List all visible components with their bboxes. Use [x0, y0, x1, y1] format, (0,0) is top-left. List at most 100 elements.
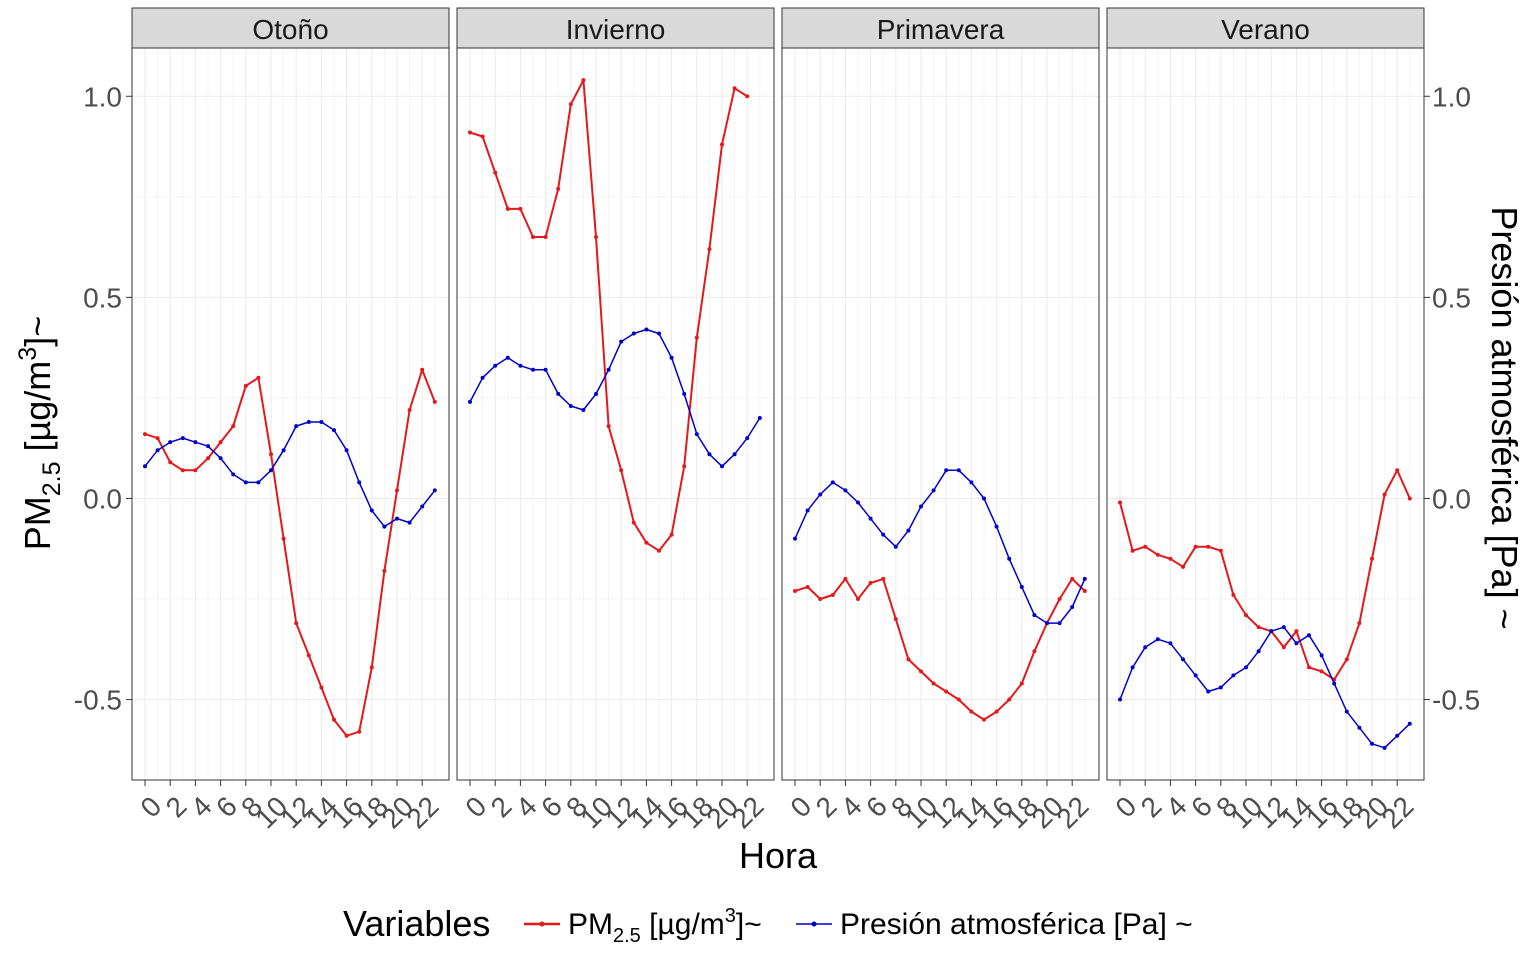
data-point-presion	[382, 524, 387, 529]
data-point-presion	[1231, 673, 1236, 678]
data-point-pm25	[606, 424, 611, 429]
series-presion	[143, 420, 437, 529]
data-point-presion	[193, 440, 198, 445]
series-pm25	[793, 576, 1087, 722]
data-point-presion	[1294, 641, 1299, 646]
legend: Variables PM2.5 [µg/m3]~ Presión atmosfé…	[343, 903, 1193, 947]
data-point-pm25	[531, 235, 535, 240]
data-point-presion	[306, 420, 311, 425]
data-point-pm25	[1181, 564, 1185, 569]
data-point-pm25	[1082, 588, 1087, 593]
data-point-pm25	[543, 235, 548, 240]
data-point-presion	[218, 456, 223, 461]
data-point-presion	[568, 403, 573, 408]
y-axis-title-left: PM2.5 [µg/m3]~	[14, 316, 66, 550]
series-line-presion	[144, 421, 436, 528]
data-point-presion	[505, 355, 510, 360]
facet-strip-label: Primavera	[877, 14, 1005, 45]
series-presion	[468, 327, 762, 469]
data-point-pm25	[1407, 496, 1412, 501]
data-point-pm25	[420, 367, 425, 372]
data-point-pm25	[493, 170, 498, 175]
data-point-presion	[1118, 697, 1122, 702]
x-tick-label: 2	[485, 790, 518, 823]
data-point-pm25	[1143, 544, 1148, 549]
data-point-presion	[281, 448, 286, 453]
data-point-pm25	[395, 488, 399, 493]
series-line-pm25	[1119, 469, 1411, 681]
data-point-pm25	[1256, 625, 1261, 630]
series-pm25	[143, 367, 437, 738]
data-point-presion	[745, 436, 750, 441]
data-point-presion	[982, 496, 986, 501]
data-point-presion	[1357, 725, 1362, 730]
legend-title: Variables	[343, 903, 490, 944]
y-tick-label-right: 0.5	[1432, 282, 1471, 313]
y-axis-right: -0.5 0.0 0.5 1.0	[1424, 81, 1480, 716]
data-point-presion	[757, 416, 762, 421]
data-point-pm25	[1357, 621, 1362, 626]
data-point-presion	[1045, 621, 1049, 626]
data-point-presion	[944, 468, 949, 473]
data-point-presion	[1344, 709, 1349, 714]
data-point-pm25	[919, 669, 923, 674]
x-tick-label: 0	[134, 790, 167, 823]
data-point-pm25	[168, 460, 173, 465]
facet-strip	[781, 7, 1100, 49]
x-tick-label: 6	[535, 790, 568, 823]
data-point-pm25	[594, 235, 598, 240]
data-point-pm25	[1019, 681, 1024, 686]
data-point-presion	[1019, 584, 1024, 589]
data-point-presion	[694, 432, 699, 437]
y-tick-label-left: 0.0	[83, 483, 122, 514]
data-point-pm25	[256, 375, 261, 380]
data-point-pm25	[619, 468, 624, 473]
data-point-presion	[1082, 576, 1087, 581]
data-point-presion	[168, 440, 173, 445]
data-point-presion	[420, 504, 425, 509]
legend-key-pm25-point	[539, 921, 545, 927]
data-point-pm25	[793, 588, 797, 593]
data-point-presion	[818, 492, 823, 497]
data-point-presion	[1370, 741, 1374, 746]
data-point-pm25	[868, 580, 873, 585]
data-point-presion	[732, 452, 737, 457]
legend-label-pm25: PM2.5 [µg/m3]~	[568, 905, 762, 947]
data-point-presion	[631, 331, 636, 336]
panel-background	[1107, 48, 1424, 780]
data-point-presion	[994, 524, 999, 529]
x-tick-label: 6	[210, 790, 243, 823]
data-point-pm25	[480, 134, 485, 139]
x-axis-title: Hora	[739, 835, 818, 876]
data-point-presion	[1382, 745, 1387, 750]
data-point-pm25	[206, 456, 210, 461]
data-point-pm25	[856, 597, 860, 602]
y-tick-label-left: -0.5	[74, 685, 122, 716]
data-point-presion	[793, 536, 797, 541]
data-point-presion	[1057, 621, 1062, 626]
panel-background	[132, 48, 449, 780]
data-point-pm25	[669, 532, 674, 537]
data-point-presion	[543, 367, 548, 372]
data-point-pm25	[732, 86, 737, 91]
x-tick-label: 22	[1051, 790, 1095, 834]
legend-key-presion-point	[811, 921, 817, 927]
data-point-presion	[1168, 641, 1173, 646]
facet-strip-label: Invierno	[566, 14, 666, 45]
data-point-pm25	[720, 142, 724, 147]
y-axis-title-right: Presión atmosférica [Pa] ~	[1484, 206, 1525, 629]
legend-label-presion: Presión atmosférica [Pa] ~	[840, 908, 1193, 941]
data-point-pm25	[143, 432, 147, 437]
data-point-presion	[1395, 733, 1400, 738]
x-tick-label: 6	[1185, 790, 1218, 823]
data-point-pm25	[994, 709, 999, 714]
data-point-pm25	[518, 206, 523, 211]
data-point-presion	[369, 508, 374, 513]
facet-strip-label: Verano	[1221, 14, 1310, 45]
data-point-pm25	[931, 681, 936, 686]
